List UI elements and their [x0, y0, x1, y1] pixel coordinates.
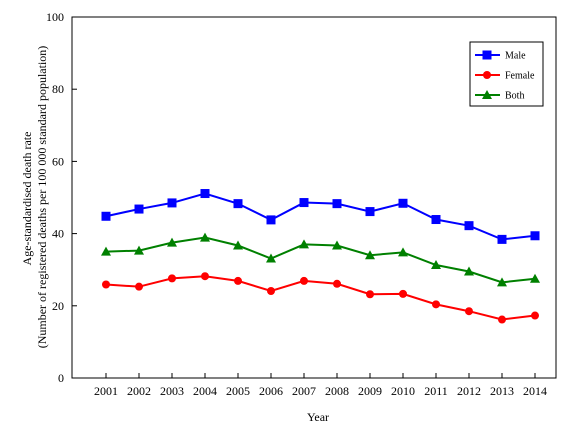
- data-point-both: [299, 239, 309, 249]
- data-point-female: [531, 311, 539, 320]
- data-point-female: [135, 282, 143, 291]
- series-line-female: [105, 275, 536, 321]
- data-point-female: [432, 300, 440, 309]
- data-point-female: [333, 279, 341, 288]
- data-point-male: [266, 215, 276, 225]
- plot-area-border: [71, 16, 557, 379]
- data-point-both: [332, 240, 342, 250]
- legend-label-male: Male: [505, 51, 526, 62]
- data-point-male: [233, 199, 243, 209]
- legend-marker-both: [482, 90, 492, 99]
- data-point-both: [167, 237, 177, 247]
- legend-item-both: Both: [475, 90, 524, 102]
- data-point-both: [431, 260, 441, 270]
- y-axis-title: Age-standardised death rate (Number of r…: [20, 46, 49, 349]
- y-tick-label: 0: [58, 371, 64, 385]
- legend-label-both: Both: [505, 91, 524, 102]
- data-point-female: [201, 272, 209, 281]
- x-tick-label: 2013: [490, 384, 514, 398]
- x-tick-label: 2008: [325, 384, 349, 398]
- y-axis-title-line-1: Age-standardised death rate: [20, 132, 34, 266]
- series-line-both: [105, 236, 536, 284]
- y-tick-label: 60: [52, 154, 64, 168]
- legend-marker-female: [483, 71, 491, 79]
- series-female: [102, 272, 539, 324]
- data-point-both: [398, 247, 408, 257]
- legend-marker-male: [482, 50, 492, 60]
- x-tick-label: 2007: [292, 384, 316, 398]
- data-point-male: [299, 198, 309, 208]
- data-point-both: [497, 277, 507, 287]
- y-tick-label: 20: [52, 299, 64, 313]
- data-point-female: [399, 289, 407, 298]
- data-point-both: [266, 253, 276, 263]
- legend-item-male: Male: [475, 50, 526, 62]
- data-point-male: [497, 234, 507, 244]
- data-point-male: [167, 198, 177, 208]
- x-tick-label: 2012: [457, 384, 481, 398]
- data-point-male: [200, 189, 210, 199]
- y-tick-label: 100: [46, 10, 64, 24]
- data-point-both: [233, 240, 243, 250]
- data-point-both: [101, 246, 111, 256]
- x-tick-label: 2003: [160, 384, 184, 398]
- y-tick-label: 80: [52, 82, 64, 96]
- data-point-female: [234, 276, 242, 285]
- data-point-both: [365, 250, 375, 260]
- data-point-male: [431, 215, 441, 225]
- x-tick-label: 2006: [259, 384, 283, 398]
- x-tick-label: 2001: [94, 384, 118, 398]
- data-point-male: [332, 199, 342, 209]
- data-point-female: [168, 274, 176, 283]
- data-point-both: [134, 245, 144, 255]
- data-point-male: [134, 204, 144, 214]
- x-tick-label: 2011: [424, 384, 448, 398]
- x-tick-label: 2014: [523, 384, 547, 398]
- data-point-male: [464, 221, 474, 231]
- x-tick-label: 2002: [127, 384, 151, 398]
- x-tick-label: 2004: [193, 384, 217, 398]
- series-line-male: [105, 192, 536, 241]
- data-point-female: [102, 280, 110, 289]
- data-point-female: [267, 286, 275, 295]
- legend-item-female: Female: [475, 71, 535, 82]
- data-point-female: [300, 276, 308, 285]
- x-tick-label: 2005: [226, 384, 250, 398]
- data-point-male: [365, 207, 375, 217]
- data-point-female: [366, 290, 374, 299]
- x-tick-label: 2010: [391, 384, 415, 398]
- data-point-both: [200, 232, 210, 242]
- data-point-male: [101, 211, 111, 221]
- data-point-male: [530, 231, 540, 241]
- y-axis-title-line-2: (Number of registered deaths per 100 000…: [35, 46, 49, 349]
- y-tick-label: 40: [52, 227, 64, 241]
- data-point-both: [530, 273, 540, 283]
- data-point-female: [498, 315, 506, 324]
- x-tick-label: 2009: [358, 384, 382, 398]
- data-point-both: [464, 266, 474, 276]
- data-point-male: [398, 198, 408, 208]
- series-male: [101, 189, 540, 244]
- data-point-female: [465, 307, 473, 316]
- legend-label-female: Female: [505, 71, 535, 82]
- series-both: [101, 232, 540, 287]
- x-axis-title: Year: [307, 410, 329, 424]
